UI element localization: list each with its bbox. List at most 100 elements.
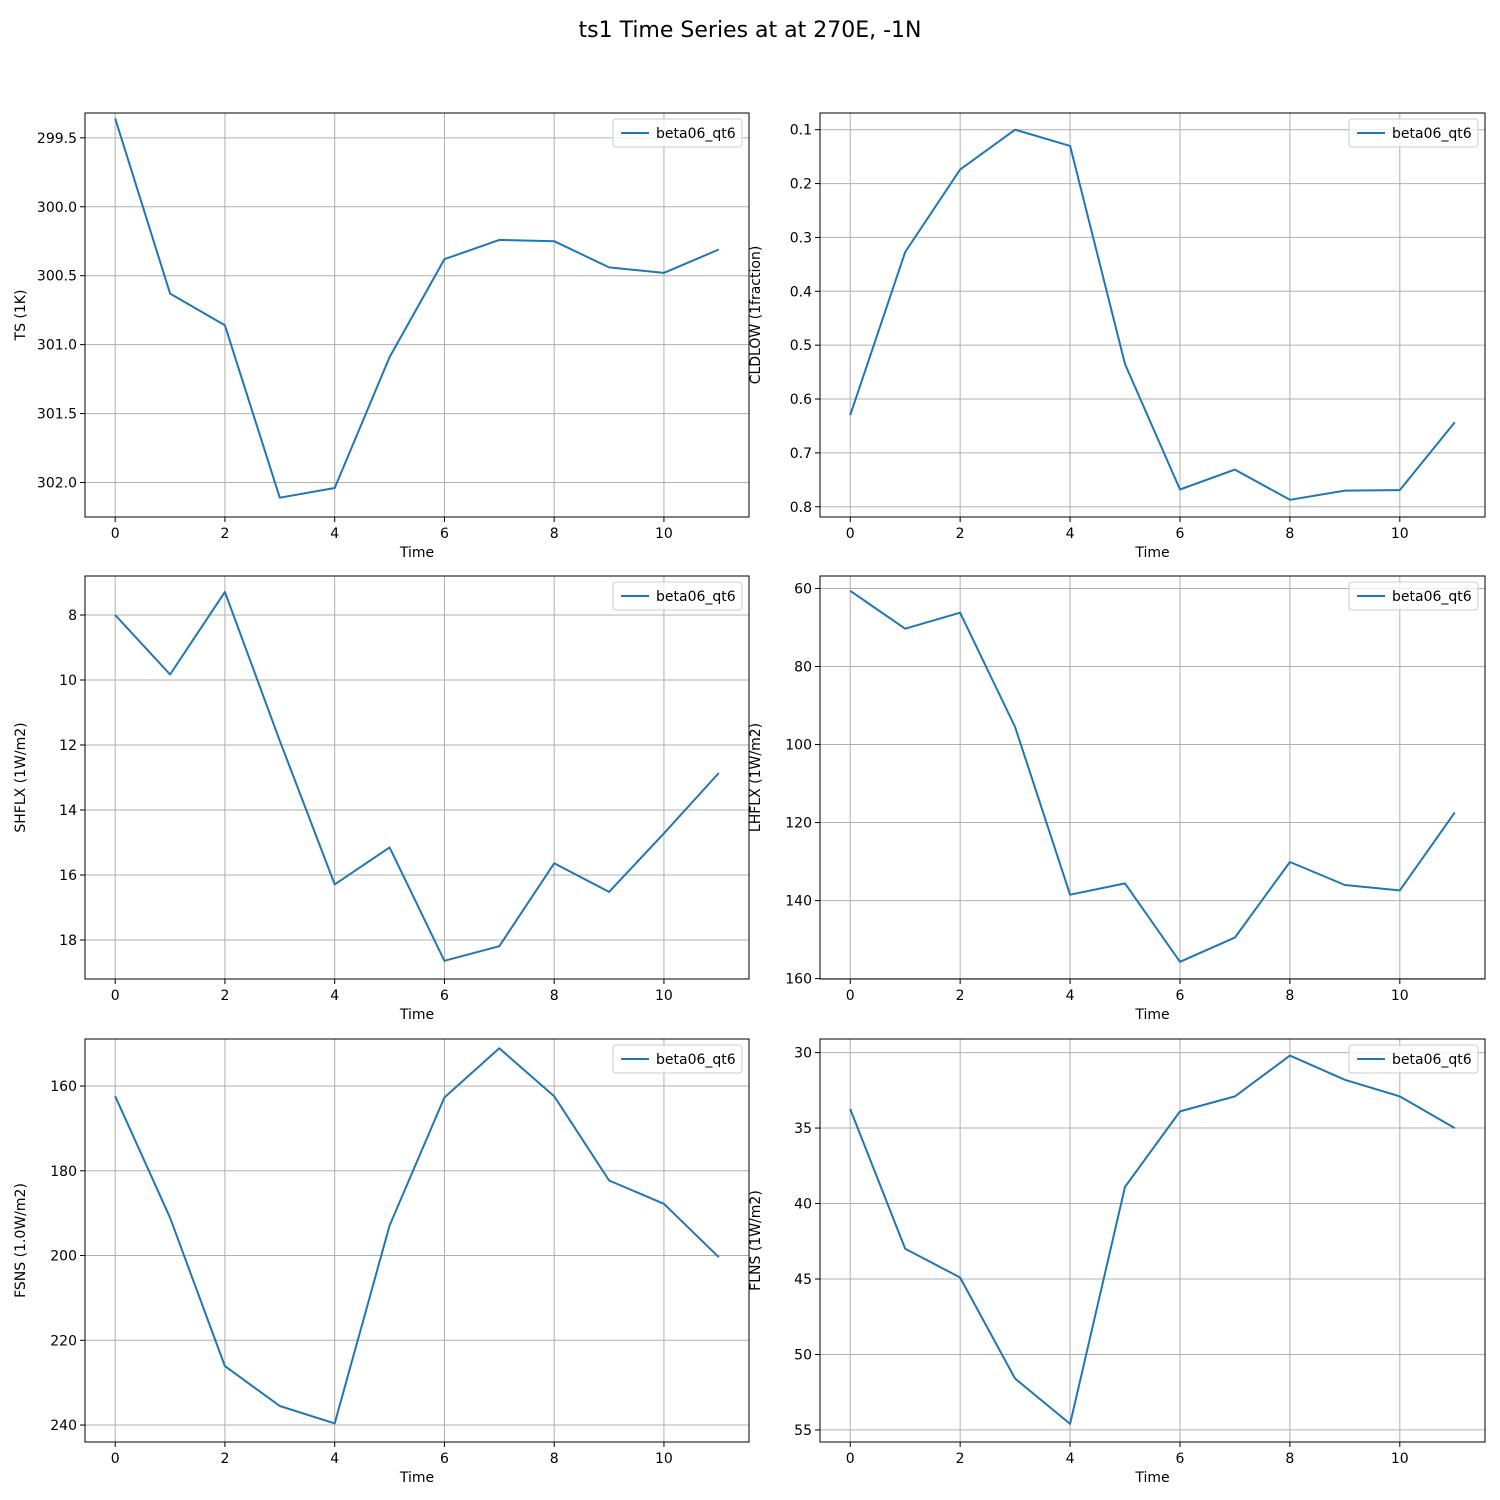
figure-title: ts1 Time Series at at 270E, -1N [578, 18, 921, 43]
x-tick-label: 6 [440, 526, 449, 542]
y-tick-label: 160 [50, 1079, 77, 1095]
y-tick-label: 18 [59, 933, 77, 949]
x-axis-label: Time [399, 545, 434, 561]
y-tick-label: 14 [59, 803, 77, 819]
x-tick-label: 2 [956, 526, 965, 542]
legend-label: beta06_qt6 [656, 126, 736, 142]
x-tick-label: 8 [550, 988, 559, 1004]
y-tick-label: 299.5 [37, 131, 77, 147]
x-axis-label: Time [399, 1007, 434, 1023]
x-axis-label: Time [1134, 1007, 1169, 1023]
y-tick-label: 0.1 [790, 123, 812, 139]
y-tick-label: 180 [50, 1164, 77, 1180]
x-tick-label: 10 [1391, 988, 1409, 1004]
subplot-5: 0 2 4 6 8 10 160 180 200 220 240 Time FSNS (1.0W/m2)… [13, 1038, 750, 1486]
axes-frame [84, 1038, 750, 1443]
subplot-3: 0 2 4 6 8 10 8 10 12 14 16 18 Time SHFLX (1W/m2) beta0… [13, 575, 750, 1023]
series-line-1 [114, 118, 720, 499]
legend-label: beta06_qt6 [1392, 1052, 1472, 1068]
y-tick-label: 30 [794, 1046, 812, 1062]
x-tick-label: 2 [220, 988, 229, 1004]
y-tick-label: 140 [785, 894, 812, 910]
y-tick-label: 120 [785, 816, 812, 832]
x-axis-label: Time [1134, 545, 1169, 561]
legend-box [1348, 118, 1479, 148]
y-tick-label: 0.6 [790, 392, 812, 408]
legend: beta06_qt6 [1348, 118, 1479, 148]
legend-label: beta06_qt6 [1392, 126, 1472, 142]
y-tick-label: 302.0 [37, 476, 77, 492]
y-axis-label: SHFLX (1W/m2) [13, 722, 29, 832]
x-axis-label: Time [1134, 1470, 1169, 1486]
series-line-1 [849, 589, 1456, 963]
y-tick-label: 0.8 [790, 500, 812, 516]
x-tick-label: 8 [1285, 526, 1294, 542]
y-tick-label: 301.0 [37, 338, 77, 354]
y-tick-label: 0.5 [790, 338, 812, 354]
x-tick-label: 0 [111, 1451, 120, 1467]
axes-frame [819, 112, 1486, 518]
x-tick-label: 6 [440, 988, 449, 1004]
y-tick-label: 100 [785, 738, 812, 754]
axes-frame [84, 575, 750, 980]
y-tick-label: 0.3 [790, 230, 812, 246]
series-line-1 [114, 1047, 720, 1425]
x-tick-label: 8 [550, 1451, 559, 1467]
y-tick-label: 45 [794, 1272, 812, 1288]
x-tick-label: 8 [550, 526, 559, 542]
y-tick-label: 220 [50, 1333, 77, 1349]
y-tick-label: 10 [59, 673, 77, 689]
x-tick-label: 8 [1285, 988, 1294, 1004]
series-line-1 [849, 128, 1456, 501]
y-axis-label: CLDLOW (1fraction) [748, 246, 764, 385]
subplot-6: 0 2 4 6 8 10 30 35 40 45 50 55 Time FLNS (1W/m2) beta0… [748, 1038, 1486, 1486]
y-tick-label: 40 [794, 1197, 812, 1213]
legend-box [612, 1044, 743, 1074]
x-tick-label: 6 [440, 1451, 449, 1467]
y-tick-label: 60 [794, 581, 812, 597]
x-tick-label: 10 [655, 988, 673, 1004]
series-line-1 [114, 590, 720, 962]
x-tick-label: 6 [1176, 1451, 1185, 1467]
x-tick-label: 8 [1285, 1451, 1294, 1467]
subplot-4: 0 2 4 6 8 10 60 80 100 120 140 160 Time LHFLX (1W/m2)… [748, 575, 1486, 1023]
y-axis-label: TS (1K) [13, 290, 29, 342]
legend-label: beta06_qt6 [656, 1052, 736, 1068]
y-tick-label: 12 [59, 738, 77, 754]
x-tick-label: 10 [655, 526, 673, 542]
series-line-1 [849, 1054, 1456, 1425]
y-tick-label: 55 [794, 1423, 812, 1439]
y-tick-label: 8 [68, 608, 77, 624]
x-tick-label: 6 [1176, 988, 1185, 1004]
y-tick-label: 50 [794, 1347, 812, 1363]
x-tick-label: 2 [956, 988, 965, 1004]
axes-frame [819, 1038, 1486, 1443]
y-tick-label: 0.7 [790, 446, 812, 462]
legend: beta06_qt6 [612, 118, 743, 148]
y-tick-label: 300.0 [37, 200, 77, 216]
y-axis-label: LHFLX (1W/m2) [748, 723, 764, 832]
x-tick-label: 0 [111, 526, 120, 542]
y-tick-label: 301.5 [37, 407, 77, 423]
legend-box [612, 581, 743, 611]
legend: beta06_qt6 [1348, 581, 1479, 611]
x-tick-label: 2 [220, 526, 229, 542]
x-tick-label: 4 [1066, 526, 1075, 542]
y-tick-label: 80 [794, 660, 812, 676]
legend: beta06_qt6 [612, 581, 743, 611]
y-tick-label: 240 [50, 1418, 77, 1434]
legend: beta06_qt6 [612, 1044, 743, 1074]
x-tick-label: 4 [330, 526, 339, 542]
x-tick-label: 10 [1391, 526, 1409, 542]
legend-box [1348, 581, 1479, 611]
legend: beta06_qt6 [1348, 1044, 1479, 1074]
legend-box [612, 118, 743, 148]
y-tick-label: 16 [59, 868, 77, 884]
y-tick-label: 200 [50, 1249, 77, 1265]
x-tick-label: 4 [330, 988, 339, 1004]
axes-frame [84, 112, 750, 518]
y-axis-label: FSNS (1.0W/m2) [13, 1183, 29, 1298]
y-tick-label: 35 [794, 1121, 812, 1137]
x-tick-label: 2 [956, 1451, 965, 1467]
